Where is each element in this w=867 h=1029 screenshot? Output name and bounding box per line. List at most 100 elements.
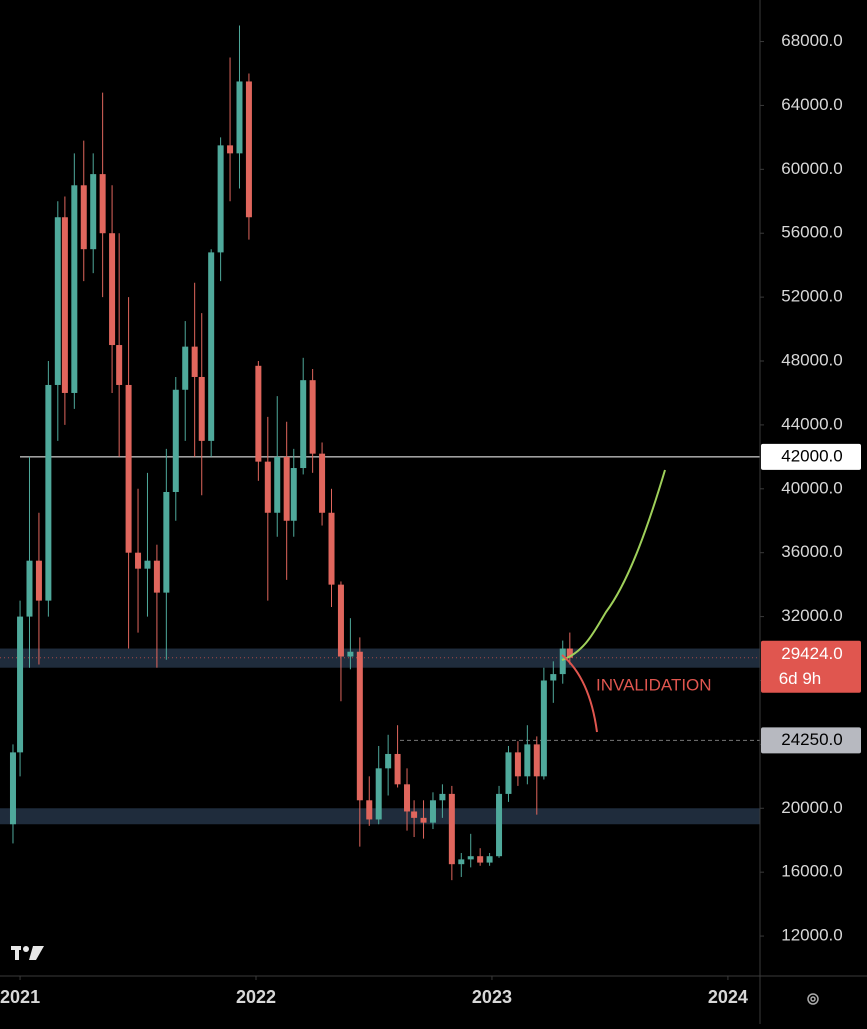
candle-body	[191, 346, 198, 377]
candle-body	[566, 648, 573, 658]
candle-body	[533, 744, 540, 777]
candle-body	[385, 753, 392, 769]
candle-body	[458, 859, 465, 865]
candle-body	[227, 145, 234, 154]
candle-body	[514, 752, 521, 777]
candle-body	[540, 680, 547, 777]
candle-body	[505, 752, 512, 794]
y-tick-label: 32000.0	[781, 606, 842, 625]
logo-part	[23, 946, 29, 952]
candle-body	[477, 856, 484, 863]
candle-body	[90, 174, 97, 250]
candle-body	[550, 674, 557, 681]
candle-body	[366, 800, 373, 820]
y-tick-label: 40000.0	[781, 478, 842, 497]
candle-body	[144, 560, 151, 569]
level-label: 42000.0	[781, 446, 842, 465]
candle-body	[319, 453, 326, 513]
y-tick-label: 60000.0	[781, 159, 842, 178]
candle-body	[35, 560, 42, 601]
x-tick-label: 2022	[236, 987, 276, 1007]
candle-body	[524, 744, 531, 777]
y-tick-label: 44000.0	[781, 414, 842, 433]
logo-part	[15, 946, 19, 960]
logo-part	[29, 946, 44, 960]
candle-body	[486, 856, 493, 863]
x-tick-label: 2021	[0, 987, 40, 1007]
last-price-box	[761, 640, 861, 693]
candle-body	[116, 345, 123, 385]
candle-body	[328, 512, 335, 585]
candle-body	[245, 81, 252, 218]
candle-body	[135, 552, 142, 569]
candle-body	[182, 346, 189, 390]
y-tick-label: 20000.0	[781, 798, 842, 817]
marker-label: 24250.0	[781, 730, 842, 749]
y-tick-label: 12000.0	[781, 926, 842, 945]
candle-body	[467, 856, 474, 860]
candle-body	[290, 468, 297, 521]
candle-body	[300, 380, 307, 469]
projection-up	[561, 469, 666, 661]
y-tick-label: 16000.0	[781, 862, 842, 881]
candle-body	[375, 768, 382, 820]
plot: INVALIDATION	[0, 25, 760, 881]
candle-body	[255, 365, 262, 462]
tradingview-logo	[11, 946, 44, 960]
candle-body	[71, 185, 78, 393]
candle-body	[309, 380, 316, 454]
candle-body	[45, 384, 52, 601]
projection-down	[561, 654, 598, 733]
candle-body	[198, 376, 205, 441]
candle-body	[439, 793, 446, 801]
y-tick-label: 52000.0	[781, 287, 842, 306]
candle-body	[172, 389, 179, 492]
candle-body	[411, 811, 418, 818]
candle-body	[163, 491, 170, 593]
gear[interactable]	[807, 993, 819, 1005]
candle-body	[125, 384, 132, 553]
candle-body	[153, 560, 160, 593]
candle-body	[99, 174, 106, 234]
candle-body	[17, 616, 24, 753]
candle-body	[109, 233, 116, 346]
candle-body	[236, 81, 243, 154]
candle-body	[9, 752, 16, 825]
candle-body	[26, 560, 33, 617]
candle-body	[80, 185, 87, 250]
last-price-label: 29424.0	[781, 644, 842, 663]
candle-body	[394, 753, 401, 785]
annotation: INVALIDATION	[596, 675, 712, 694]
candle-body	[283, 456, 290, 521]
candle-body	[61, 217, 68, 393]
candle-body	[217, 145, 224, 253]
y-tick-label: 64000.0	[781, 95, 842, 114]
y-tick-label: 36000.0	[781, 542, 842, 561]
candle-body	[337, 584, 344, 657]
candle-body	[404, 784, 411, 812]
gear-center[interactable]	[810, 996, 816, 1002]
level-label-box	[761, 443, 861, 470]
candle-body	[448, 793, 455, 865]
candle-body	[496, 793, 503, 857]
settings-icon[interactable]	[807, 993, 819, 1005]
x-tick-label: 2023	[472, 987, 512, 1007]
candle-body	[429, 800, 436, 823]
candle-body	[264, 461, 271, 513]
countdown: 6d 9h	[779, 669, 822, 688]
y-tick-label: 68000.0	[781, 31, 842, 50]
candle-body	[420, 817, 427, 823]
candle-body	[208, 252, 215, 441]
candle-body	[356, 651, 363, 801]
candle-body	[559, 648, 566, 675]
x-tick-label: 2024	[708, 987, 748, 1007]
y-tick-label: 48000.0	[781, 350, 842, 369]
candle-body	[274, 456, 281, 513]
candle-body	[54, 217, 61, 385]
y-tick-label: 56000.0	[781, 223, 842, 242]
candle-body	[347, 651, 354, 657]
marker-label-box	[761, 727, 861, 754]
